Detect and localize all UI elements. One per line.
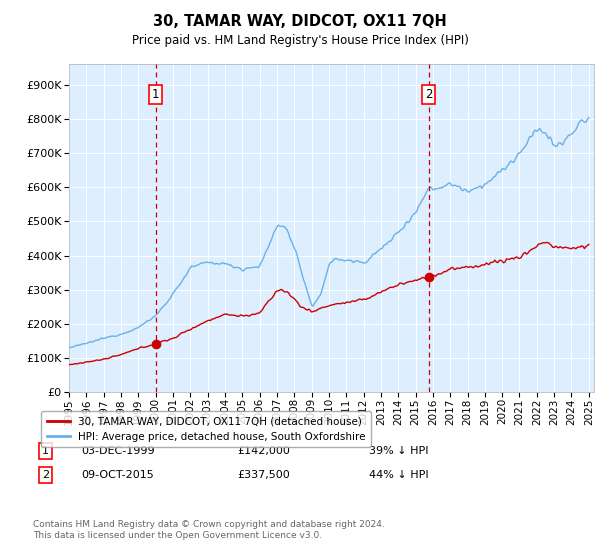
Text: 09-OCT-2015: 09-OCT-2015 bbox=[81, 470, 154, 480]
Text: 30, TAMAR WAY, DIDCOT, OX11 7QH: 30, TAMAR WAY, DIDCOT, OX11 7QH bbox=[153, 14, 447, 29]
Text: Contains HM Land Registry data © Crown copyright and database right 2024.
This d: Contains HM Land Registry data © Crown c… bbox=[33, 520, 385, 540]
Text: 2: 2 bbox=[42, 470, 49, 480]
Legend: 30, TAMAR WAY, DIDCOT, OX11 7QH (detached house), HPI: Average price, detached h: 30, TAMAR WAY, DIDCOT, OX11 7QH (detache… bbox=[41, 411, 371, 447]
Text: 1: 1 bbox=[152, 88, 160, 101]
Text: 39% ↓ HPI: 39% ↓ HPI bbox=[369, 446, 428, 456]
Text: Price paid vs. HM Land Registry's House Price Index (HPI): Price paid vs. HM Land Registry's House … bbox=[131, 34, 469, 46]
Text: 2: 2 bbox=[425, 88, 432, 101]
Text: £337,500: £337,500 bbox=[237, 470, 290, 480]
Text: £142,000: £142,000 bbox=[237, 446, 290, 456]
Text: 1: 1 bbox=[42, 446, 49, 456]
Text: 44% ↓ HPI: 44% ↓ HPI bbox=[369, 470, 428, 480]
Text: 03-DEC-1999: 03-DEC-1999 bbox=[81, 446, 155, 456]
